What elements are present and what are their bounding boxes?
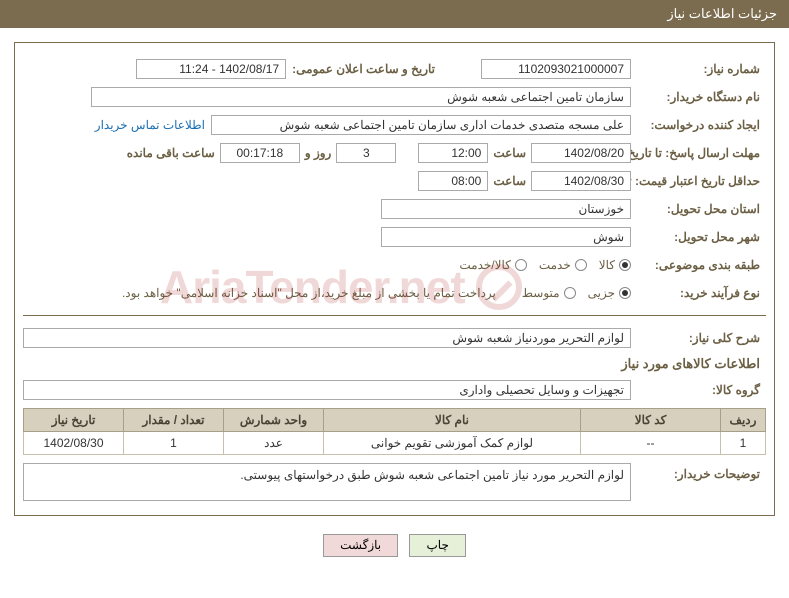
buyer-org-field: سازمان تامین اجتماعی شعبه شوش bbox=[91, 87, 631, 107]
need-number-label: شماره نیاز: bbox=[631, 62, 766, 76]
requester-label: ایجاد کننده درخواست: bbox=[631, 118, 766, 132]
category-option-1: خدمت bbox=[539, 258, 571, 272]
col-name: نام کالا bbox=[324, 409, 581, 432]
response-time-field: 12:00 bbox=[418, 143, 488, 163]
category-label: طبقه بندی موضوعی: bbox=[631, 258, 766, 272]
city-label: شهر محل تحویل: bbox=[631, 230, 766, 244]
remaining-days-field: 3 bbox=[336, 143, 396, 163]
treasury-note: پرداخت تمام یا بخشی از مبلغ خرید،از محل … bbox=[116, 286, 502, 300]
footer-buttons: چاپ بازگشت bbox=[0, 530, 789, 571]
city-field: شوش bbox=[381, 227, 631, 247]
title-bar: جزئیات اطلاعات نیاز bbox=[0, 0, 789, 28]
need-summary-field: لوازم التحریر موردنیاز شعبه شوش bbox=[23, 328, 631, 348]
goods-group-field: تجهیزات و وسایل تحصیلی واداری bbox=[23, 380, 631, 400]
cell-code: -- bbox=[581, 432, 721, 455]
table-row: 1 -- لوازم کمک آموزشی تقویم خوانی عدد 1 … bbox=[24, 432, 766, 455]
remaining-label: ساعت باقی مانده bbox=[122, 146, 220, 160]
province-field: خوزستان bbox=[381, 199, 631, 219]
goods-info-heading: اطلاعات کالاهای مورد نیاز bbox=[29, 356, 760, 372]
cell-unit: عدد bbox=[224, 432, 324, 455]
radio-dot-icon bbox=[622, 290, 628, 296]
response-date-field: 1402/08/20 bbox=[531, 143, 631, 163]
announce-datetime-label: تاریخ و ساعت اعلان عمومی: bbox=[286, 62, 441, 76]
goods-group-label: گروه کالا: bbox=[631, 383, 766, 397]
table-header-row: ردیف کد کالا نام کالا واحد شمارش تعداد /… bbox=[24, 409, 766, 432]
category-option-0: کالا bbox=[599, 258, 615, 272]
price-validity-date-field: 1402/08/30 bbox=[531, 171, 631, 191]
cell-date: 1402/08/30 bbox=[24, 432, 124, 455]
form-panel: شماره نیاز: 1102093021000007 تاریخ و ساع… bbox=[14, 42, 775, 516]
separator bbox=[23, 315, 766, 316]
province-label: استان محل تحویل: bbox=[631, 202, 766, 216]
process-radio-medium[interactable]: متوسط bbox=[522, 286, 576, 300]
process-option-0: جزیی bbox=[588, 286, 615, 300]
hour-label-2: ساعت bbox=[488, 174, 531, 188]
price-validity-time-field: 08:00 bbox=[418, 171, 488, 191]
buyer-contact-link[interactable]: اطلاعات تماس خریدار bbox=[89, 118, 211, 132]
response-deadline-label: مهلت ارسال پاسخ: تا تاریخ: bbox=[631, 146, 766, 160]
announce-datetime-field: 1402/08/17 - 11:24 bbox=[136, 59, 286, 79]
radio-dot-icon bbox=[622, 262, 628, 268]
buyer-notes-label: توضیحات خریدار: bbox=[631, 463, 766, 481]
goods-table: ردیف کد کالا نام کالا واحد شمارش تعداد /… bbox=[23, 408, 766, 455]
cell-qty: 1 bbox=[124, 432, 224, 455]
col-qty: تعداد / مقدار bbox=[124, 409, 224, 432]
col-date: تاریخ نیاز bbox=[24, 409, 124, 432]
back-button[interactable]: بازگشت bbox=[323, 534, 398, 557]
process-option-1: متوسط bbox=[522, 286, 560, 300]
col-code: کد کالا bbox=[581, 409, 721, 432]
category-radio-service[interactable]: خدمت bbox=[539, 258, 587, 272]
price-validity-label: حداقل تاریخ اعتبار قیمت: تا تاریخ: bbox=[631, 174, 766, 188]
category-option-2: کالا/خدمت bbox=[459, 258, 510, 272]
col-row-num: ردیف bbox=[721, 409, 766, 432]
print-button[interactable]: چاپ bbox=[409, 534, 465, 557]
cell-name: لوازم کمک آموزشی تقویم خوانی bbox=[324, 432, 581, 455]
buyer-org-label: نام دستگاه خریدار: bbox=[631, 90, 766, 104]
remaining-time-field: 00:17:18 bbox=[220, 143, 300, 163]
col-unit: واحد شمارش bbox=[224, 409, 324, 432]
category-radio-goods[interactable]: کالا bbox=[599, 258, 631, 272]
buyer-notes-field: لوازم التحریر مورد نیاز تامین اجتماعی شع… bbox=[23, 463, 631, 501]
page-title: جزئیات اطلاعات نیاز bbox=[667, 6, 777, 21]
category-radio-both[interactable]: کالا/خدمت bbox=[459, 258, 526, 272]
need-number-field: 1102093021000007 bbox=[481, 59, 631, 79]
requester-field: علی مسجه متصدی خدمات اداری سازمان تامین … bbox=[211, 115, 631, 135]
process-radio-group: جزیی متوسط bbox=[522, 286, 631, 300]
hour-label-1: ساعت bbox=[488, 146, 531, 160]
process-radio-minor[interactable]: جزیی bbox=[588, 286, 631, 300]
need-summary-label: شرح کلی نیاز: bbox=[631, 331, 766, 345]
cell-row-num: 1 bbox=[721, 432, 766, 455]
category-radio-group: کالا خدمت کالا/خدمت bbox=[459, 258, 631, 272]
day-and-label: روز و bbox=[300, 146, 337, 160]
process-label: نوع فرآیند خرید: bbox=[631, 286, 766, 300]
